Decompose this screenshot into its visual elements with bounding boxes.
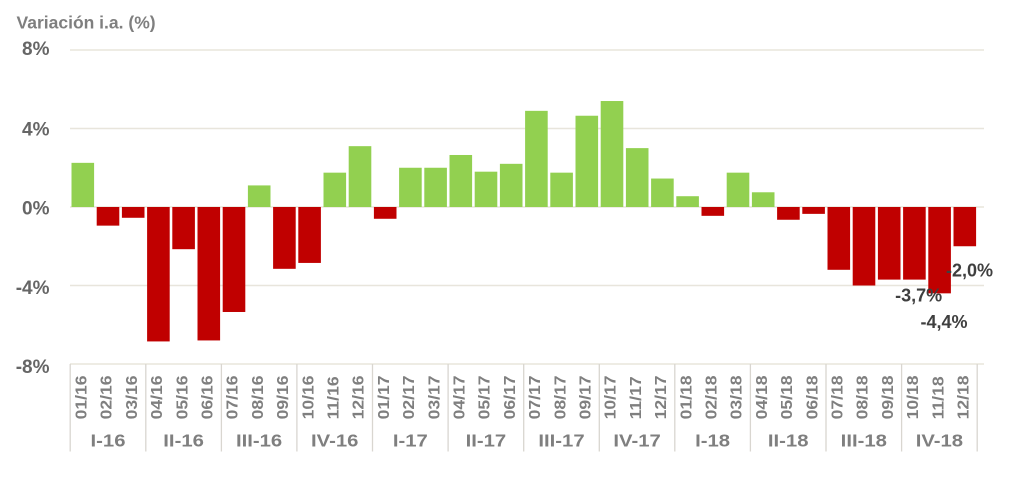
svg-text:03/18: 03/18 bbox=[727, 375, 745, 419]
svg-text:06/16: 06/16 bbox=[198, 375, 216, 419]
svg-text:09/16: 09/16 bbox=[274, 375, 292, 419]
svg-text:07/17: 07/17 bbox=[526, 375, 544, 419]
svg-text:03/16: 03/16 bbox=[123, 375, 141, 419]
svg-text:11/18: 11/18 bbox=[929, 376, 947, 419]
svg-text:06/18: 06/18 bbox=[803, 375, 821, 419]
svg-text:01/17: 01/17 bbox=[375, 375, 393, 419]
svg-text:03/17: 03/17 bbox=[425, 375, 443, 419]
svg-text:I-18: I-18 bbox=[695, 432, 730, 451]
svg-text:07/16: 07/16 bbox=[223, 375, 241, 419]
svg-text:07/18: 07/18 bbox=[828, 375, 846, 419]
svg-text:01/16: 01/16 bbox=[72, 375, 90, 419]
svg-text:III-16: III-16 bbox=[236, 432, 282, 451]
svg-text:-4,4%: -4,4% bbox=[920, 312, 967, 332]
svg-text:10/16: 10/16 bbox=[299, 375, 317, 419]
svg-text:III-18: III-18 bbox=[841, 432, 887, 451]
svg-text:-3,7%: -3,7% bbox=[895, 286, 942, 306]
svg-text:09/18: 09/18 bbox=[879, 375, 897, 419]
svg-text:4%: 4% bbox=[22, 120, 50, 141]
svg-text:12/18: 12/18 bbox=[954, 375, 972, 419]
svg-text:08/18: 08/18 bbox=[853, 375, 871, 419]
svg-text:I-17: I-17 bbox=[393, 432, 428, 451]
svg-text:09/17: 09/17 bbox=[576, 375, 594, 419]
svg-text:08/16: 08/16 bbox=[249, 375, 267, 419]
svg-text:05/17: 05/17 bbox=[475, 375, 493, 419]
svg-text:8%: 8% bbox=[22, 39, 50, 60]
svg-text:-2,0%: -2,0% bbox=[946, 260, 993, 280]
svg-text:IV-18: IV-18 bbox=[916, 432, 963, 451]
svg-text:05/18: 05/18 bbox=[778, 375, 796, 419]
svg-text:II-16: II-16 bbox=[163, 432, 204, 451]
svg-text:04/16: 04/16 bbox=[148, 375, 166, 419]
svg-text:IV-16: IV-16 bbox=[311, 432, 358, 451]
svg-text:0%: 0% bbox=[22, 199, 50, 220]
svg-text:II-17: II-17 bbox=[466, 432, 507, 451]
svg-text:I-16: I-16 bbox=[91, 432, 126, 451]
svg-text:III-17: III-17 bbox=[538, 432, 584, 451]
svg-text:02/16: 02/16 bbox=[97, 375, 115, 419]
svg-text:Variación i.a. (%): Variación i.a. (%) bbox=[17, 13, 156, 33]
svg-text:10/17: 10/17 bbox=[601, 375, 619, 419]
svg-text:04/18: 04/18 bbox=[753, 375, 771, 419]
svg-text:11/17: 11/17 bbox=[627, 376, 645, 419]
svg-text:IV-17: IV-17 bbox=[613, 432, 660, 451]
svg-text:01/18: 01/18 bbox=[677, 375, 695, 419]
svg-text:11/16: 11/16 bbox=[324, 376, 342, 419]
svg-text:02/17: 02/17 bbox=[400, 375, 418, 419]
svg-text:-8%: -8% bbox=[16, 357, 50, 378]
svg-text:12/16: 12/16 bbox=[349, 375, 367, 419]
svg-text:-4%: -4% bbox=[16, 278, 50, 299]
svg-text:08/17: 08/17 bbox=[551, 375, 569, 419]
svg-text:II-18: II-18 bbox=[768, 432, 809, 451]
svg-text:05/16: 05/16 bbox=[173, 375, 191, 419]
svg-text:10/18: 10/18 bbox=[904, 375, 922, 419]
svg-text:12/17: 12/17 bbox=[652, 375, 670, 419]
svg-text:06/17: 06/17 bbox=[501, 375, 519, 419]
svg-text:04/17: 04/17 bbox=[450, 375, 468, 419]
svg-text:02/18: 02/18 bbox=[702, 375, 720, 419]
